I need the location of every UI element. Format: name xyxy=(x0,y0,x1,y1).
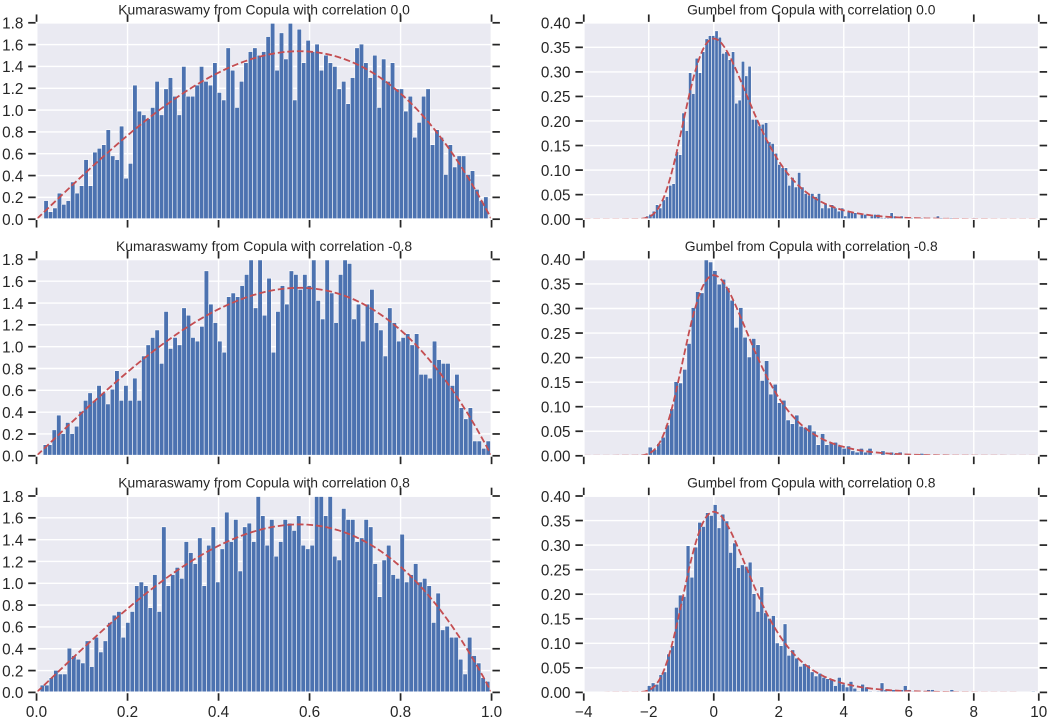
svg-text:Kumaraswamy from Copula with c: Kumaraswamy from Copula with correlation… xyxy=(116,238,412,254)
svg-text:0.35: 0.35 xyxy=(541,40,571,57)
svg-text:8: 8 xyxy=(970,704,979,719)
svg-text:0.40: 0.40 xyxy=(541,252,571,269)
svg-text:−4: −4 xyxy=(575,704,593,719)
svg-text:Gumbel from Copula with correl: Gumbel from Copula with correlation -0.8 xyxy=(685,238,938,254)
svg-text:10: 10 xyxy=(1030,704,1047,719)
svg-text:0.4: 0.4 xyxy=(208,704,230,719)
svg-text:0.6: 0.6 xyxy=(2,383,23,400)
svg-text:0.30: 0.30 xyxy=(541,301,571,318)
svg-text:1.0: 1.0 xyxy=(2,103,23,120)
svg-text:1.6: 1.6 xyxy=(2,274,23,291)
svg-text:0.10: 0.10 xyxy=(541,163,571,180)
svg-text:0.0: 0.0 xyxy=(2,685,23,702)
svg-text:0.10: 0.10 xyxy=(541,636,571,653)
svg-text:1.4: 1.4 xyxy=(2,532,24,549)
svg-text:0: 0 xyxy=(710,704,719,719)
svg-text:Kumaraswamy from Copula with c: Kumaraswamy from Copula with correlation… xyxy=(118,1,410,17)
svg-text:0.15: 0.15 xyxy=(541,612,571,629)
svg-text:0.2: 0.2 xyxy=(117,704,138,719)
svg-text:0.15: 0.15 xyxy=(541,375,571,392)
svg-text:2: 2 xyxy=(775,704,784,719)
svg-text:−2: −2 xyxy=(640,704,657,719)
svg-text:0.25: 0.25 xyxy=(541,326,571,343)
svg-text:0.15: 0.15 xyxy=(541,138,571,155)
svg-text:0.20: 0.20 xyxy=(541,350,571,367)
svg-text:1.2: 1.2 xyxy=(2,554,23,571)
svg-text:0.0: 0.0 xyxy=(2,212,23,229)
svg-text:0.25: 0.25 xyxy=(541,562,571,579)
svg-text:1.0: 1.0 xyxy=(2,576,23,593)
svg-text:1.6: 1.6 xyxy=(2,37,23,54)
svg-text:1.4: 1.4 xyxy=(2,59,24,76)
svg-text:1.0: 1.0 xyxy=(2,339,23,356)
svg-text:1.8: 1.8 xyxy=(2,252,23,269)
svg-text:0.2: 0.2 xyxy=(2,663,23,680)
svg-text:0.05: 0.05 xyxy=(541,424,571,441)
svg-text:1.8: 1.8 xyxy=(2,489,23,506)
svg-text:0.4: 0.4 xyxy=(2,642,24,659)
svg-text:0.8: 0.8 xyxy=(390,704,411,719)
svg-text:0.20: 0.20 xyxy=(541,587,571,604)
svg-text:0.40: 0.40 xyxy=(541,489,571,506)
svg-text:1.0: 1.0 xyxy=(481,704,502,719)
svg-text:1.2: 1.2 xyxy=(2,318,23,335)
svg-text:0.25: 0.25 xyxy=(541,89,571,106)
svg-text:6: 6 xyxy=(905,704,913,719)
svg-text:0.8: 0.8 xyxy=(2,361,23,378)
svg-text:0.40: 0.40 xyxy=(541,16,571,33)
svg-text:0.2: 0.2 xyxy=(2,190,23,207)
svg-text:0.35: 0.35 xyxy=(541,513,571,530)
svg-text:1.4: 1.4 xyxy=(2,296,24,313)
svg-text:1.2: 1.2 xyxy=(2,81,23,98)
svg-text:0.6: 0.6 xyxy=(2,147,23,164)
svg-text:0.00: 0.00 xyxy=(541,212,571,229)
svg-text:0.4: 0.4 xyxy=(2,168,24,185)
svg-text:0.35: 0.35 xyxy=(541,277,571,294)
svg-text:0.00: 0.00 xyxy=(541,685,571,702)
svg-text:Kumaraswamy from Copula with c: Kumaraswamy from Copula with correlation… xyxy=(118,475,410,491)
svg-text:0.05: 0.05 xyxy=(541,661,571,678)
svg-text:0.8: 0.8 xyxy=(2,598,23,615)
svg-text:0.8: 0.8 xyxy=(2,125,23,142)
svg-text:0.4: 0.4 xyxy=(2,405,24,422)
svg-text:0.30: 0.30 xyxy=(541,65,571,82)
svg-text:0.30: 0.30 xyxy=(541,538,571,555)
svg-text:0.6: 0.6 xyxy=(299,704,320,719)
svg-text:0.20: 0.20 xyxy=(541,114,571,131)
svg-text:0.2: 0.2 xyxy=(2,427,23,444)
svg-text:0.0: 0.0 xyxy=(2,449,23,466)
svg-text:0.0: 0.0 xyxy=(26,704,47,719)
svg-text:0.10: 0.10 xyxy=(541,399,571,416)
svg-text:4: 4 xyxy=(840,704,849,719)
svg-text:0.00: 0.00 xyxy=(541,449,571,466)
svg-text:0.05: 0.05 xyxy=(541,187,571,204)
svg-text:Gumbel from Copula with correl: Gumbel from Copula with correlation 0.0 xyxy=(687,1,936,17)
svg-text:1.8: 1.8 xyxy=(2,16,23,33)
svg-text:0.6: 0.6 xyxy=(2,620,23,637)
svg-text:Gumbel from Copula with correl: Gumbel from Copula with correlation 0.8 xyxy=(687,475,936,491)
svg-text:1.6: 1.6 xyxy=(2,511,23,528)
